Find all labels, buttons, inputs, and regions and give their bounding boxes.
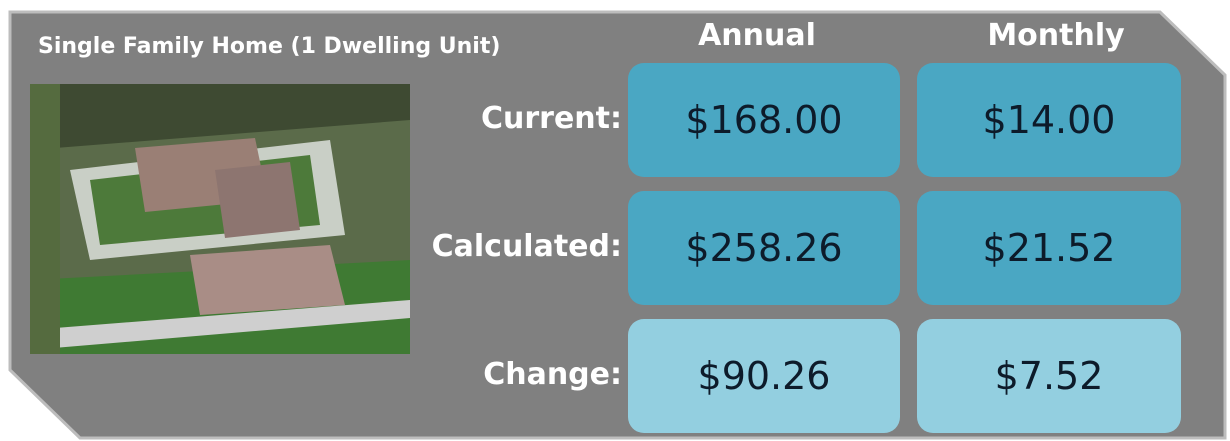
column-header: Annual xyxy=(622,18,892,53)
value-cell: $168.00 xyxy=(628,63,900,177)
row-label: Current: xyxy=(322,101,622,136)
value-cell: $21.52 xyxy=(917,191,1181,305)
title: Single Family Home (1 Dwelling Unit) xyxy=(38,34,500,59)
value-cell: $90.26 xyxy=(628,319,900,433)
row-label: Calculated: xyxy=(322,229,622,264)
value-cell: $7.52 xyxy=(917,319,1181,433)
value-cell: $258.26 xyxy=(628,191,900,305)
infographic: Single Family Home (1 Dwelling Unit) Ann… xyxy=(0,0,1230,441)
row-label: Change: xyxy=(322,357,622,392)
column-header: Monthly xyxy=(921,18,1191,53)
value-cell: $14.00 xyxy=(917,63,1181,177)
